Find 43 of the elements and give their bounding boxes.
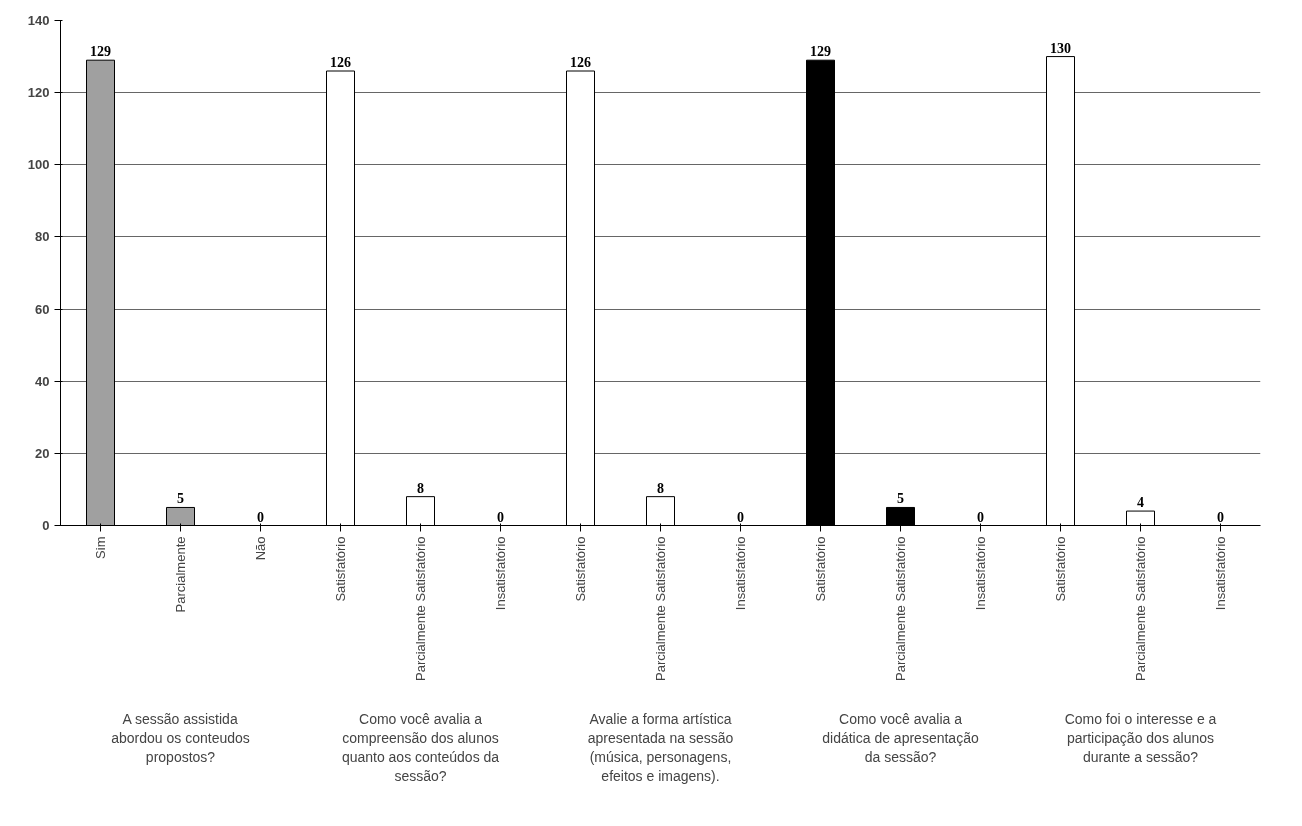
text: Avalie a forma artística apresentada na sessão (música, personagens, efeitos e imagens). — [587, 710, 734, 785]
data-label: 4 — [1137, 495, 1144, 511]
text: Como você avalia a compreensão dos alunos quanto aos conteúdos da sessão? — [341, 710, 500, 785]
data-label: 5 — [897, 491, 904, 507]
x-tick-label: Parcialmente Satisfatório — [413, 536, 428, 682]
x-tick-label: Insatisfatório — [1213, 536, 1228, 611]
data-label: 126 — [570, 55, 591, 70]
data-label: 0 — [1217, 509, 1224, 525]
x-tick-label: Não — [253, 536, 268, 561]
data-label: 0 — [257, 509, 264, 525]
x-tick-label: Parcialmente Satisfatório — [893, 536, 908, 682]
y-tick-label: 140 — [27, 13, 50, 28]
text: Como você avalia a didática de apresentação da sessão? — [822, 710, 979, 765]
data-label: 130 — [1050, 40, 1071, 56]
x-tick-label: Insatisfatório — [493, 536, 508, 611]
text: Como foi o interesse e a participação dos alunos durante a sessão? — [1064, 710, 1217, 765]
text: A sessão assistida abordou os conteudos propostos? — [111, 710, 250, 765]
y-tick-label: 80 — [35, 229, 50, 245]
y-tick-label: 40 — [35, 373, 50, 389]
y-tick-label: 60 — [35, 301, 50, 317]
data-label: 8 — [657, 480, 664, 496]
x-tick-label: Insatisfatório — [733, 536, 748, 611]
x-tick-label: Satisfatório — [813, 536, 828, 602]
data-label: 129 — [90, 44, 111, 60]
x-tick-label: Satisfatório — [333, 536, 348, 602]
x-tick-label: Parcialmente Satisfatório — [653, 536, 668, 682]
data-label: 5 — [177, 491, 184, 507]
x-tick-label: Satisfatório — [1053, 536, 1068, 602]
data-label: 0 — [737, 509, 744, 525]
x-tick-label: Insatisfatório — [973, 536, 988, 611]
y-tick-label: 100 — [27, 157, 50, 173]
y-tick-label: 0 — [42, 518, 50, 533]
data-label: 0 — [497, 509, 504, 525]
data-label: 0 — [977, 509, 984, 525]
data-label: 129 — [810, 44, 831, 60]
data-label: 126 — [330, 55, 351, 70]
x-tick-label: Sim — [93, 536, 108, 559]
y-tick-label: 20 — [35, 445, 50, 461]
x-tick-label: Parcialmente — [173, 536, 188, 613]
data-label: 8 — [417, 480, 424, 496]
y-tick-label: 120 — [27, 85, 50, 101]
x-tick-label: Parcialmente Satisfatório — [1133, 536, 1148, 682]
x-tick-label: Satisfatório — [573, 536, 588, 602]
